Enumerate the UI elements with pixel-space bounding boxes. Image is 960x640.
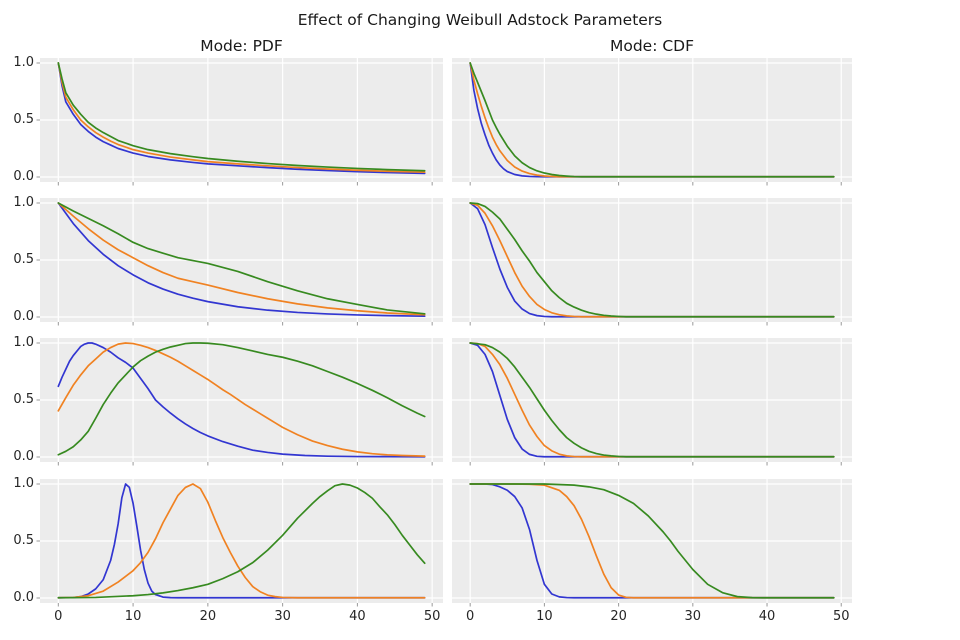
series-blue-line xyxy=(57,202,426,318)
y-tick-label: 0.5 xyxy=(13,392,34,407)
x-tick-label: 50 xyxy=(832,609,850,624)
x-tick-label: 0 xyxy=(54,609,63,624)
series-blue-line xyxy=(57,62,426,175)
column-title-cdf: Mode: CDF xyxy=(609,37,695,55)
y-tick-label: 0.0 xyxy=(13,590,34,605)
series-blue-line xyxy=(57,342,426,458)
x-tick-label: 10 xyxy=(536,609,553,624)
subplot-row2-cdf xyxy=(452,198,852,326)
series-orange-line xyxy=(57,342,426,457)
column-title-pdf: Mode: PDF xyxy=(200,37,283,55)
y-tick-label: 0.5 xyxy=(13,252,34,267)
subplot-row1-cdf xyxy=(452,58,852,186)
series-orange-line xyxy=(57,62,426,174)
series-orange-line xyxy=(469,202,835,318)
subplot-row1-pdf xyxy=(36,58,443,186)
y-tick-label: 1.0 xyxy=(13,335,34,350)
y-tick-label: 1.0 xyxy=(13,195,34,210)
x-tick-label: 10 xyxy=(124,609,142,624)
series-green-line xyxy=(57,202,426,315)
y-tick-label: 0.0 xyxy=(13,309,34,324)
x-tick-label: 40 xyxy=(349,609,366,624)
series-green-line xyxy=(57,62,426,172)
y-tick-label: 1.0 xyxy=(13,476,34,491)
subplot-row3-cdf xyxy=(452,338,852,466)
subplot-row4-pdf xyxy=(36,479,443,607)
series-green-line xyxy=(469,62,835,178)
subplot-row2-pdf xyxy=(36,198,443,326)
y-tick-label: 0.0 xyxy=(13,169,34,184)
series-green-line xyxy=(469,483,835,599)
series-blue-line xyxy=(469,202,835,318)
y-tick-label: 1.0 xyxy=(13,55,34,70)
series-blue-line xyxy=(469,342,835,458)
series-orange-line xyxy=(57,483,426,599)
x-tick-label: 40 xyxy=(758,609,776,624)
x-tick-label: 30 xyxy=(684,609,702,624)
x-tick-label: 20 xyxy=(199,609,217,624)
series-blue-line xyxy=(57,483,426,599)
subplot-row4-cdf xyxy=(452,479,852,607)
series-orange-line xyxy=(57,202,426,316)
series-green-line xyxy=(469,342,835,458)
series-orange-line xyxy=(469,342,835,458)
x-tick-label: 50 xyxy=(423,609,441,624)
y-tick-label: 0.5 xyxy=(13,533,34,548)
series-orange-line xyxy=(469,62,835,178)
series-blue-line xyxy=(469,483,835,599)
y-tick-label: 0.0 xyxy=(13,449,34,464)
series-green-line xyxy=(469,202,835,318)
figure-title: Effect of Changing Weibull Adstock Param… xyxy=(297,11,663,29)
series-blue-line xyxy=(469,62,835,178)
series-green-line xyxy=(57,342,426,456)
y-tick-label: 0.5 xyxy=(13,112,34,127)
subplot-row3-pdf xyxy=(36,338,443,466)
x-tick-label: 20 xyxy=(610,609,627,624)
series-green-line xyxy=(57,483,426,599)
x-tick-label: 30 xyxy=(274,609,291,624)
x-tick-label: 0 xyxy=(466,609,475,624)
